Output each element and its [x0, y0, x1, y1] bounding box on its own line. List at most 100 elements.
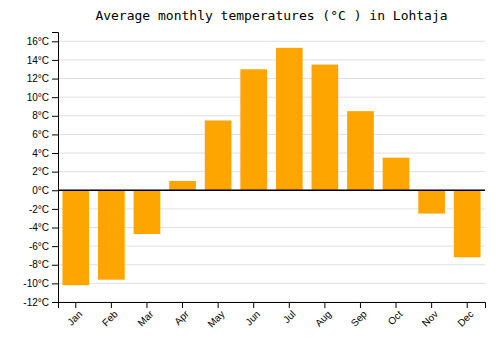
- bar: [98, 190, 125, 279]
- bar: [62, 190, 89, 285]
- tick-label: 16°C: [27, 36, 49, 47]
- x-tick: Aug: [313, 302, 333, 329]
- tick-mark: [52, 60, 58, 61]
- tick-mark: [218, 302, 219, 308]
- y-tick: 6°C: [32, 129, 58, 140]
- grid-line: [58, 134, 485, 135]
- bar: [240, 69, 267, 190]
- axis-line: [59, 303, 486, 309]
- tick-mark: [182, 302, 183, 308]
- y-tick: 10°C: [27, 92, 58, 103]
- y-tick: 0°C: [32, 185, 58, 196]
- tick-label: 6°C: [32, 129, 49, 140]
- tick-label: Apr: [172, 308, 191, 327]
- tick-mark: [52, 209, 58, 210]
- y-tick: -10°C: [23, 278, 58, 289]
- tick-label: 12°C: [27, 73, 49, 84]
- tick-mark: [146, 302, 147, 308]
- grid-line: [58, 190, 485, 191]
- x-tick: Feb: [100, 302, 120, 328]
- tick-label: 8°C: [32, 110, 49, 121]
- grid-line: [58, 115, 485, 116]
- grid-line: [58, 59, 485, 60]
- axis-line: [52, 33, 59, 303]
- tick-mark: [253, 302, 254, 308]
- tick-label: Mar: [135, 308, 155, 328]
- bar: [134, 190, 161, 234]
- bar: [276, 48, 303, 190]
- tick-label: Aug: [313, 308, 333, 328]
- y-axis: -12°C -10°C -8°C -6°C -4°C -2°C 0°C 2°C 4°C 6°C 8°…: [23, 33, 58, 308]
- bar: [418, 190, 445, 213]
- tick-label: Feb: [100, 308, 120, 328]
- tick-mark: [52, 283, 58, 284]
- tick-mark: [396, 302, 397, 308]
- chart-title: Average monthly temperatures (°C ) in Lo…: [95, 8, 447, 23]
- y-tick: -8°C: [29, 259, 58, 270]
- tick-label: Jul: [281, 308, 298, 325]
- x-tick: May: [205, 302, 226, 330]
- tick-mark: [289, 302, 290, 308]
- y-tick: 16°C: [27, 36, 58, 47]
- tick-mark: [431, 302, 432, 308]
- tick-label: -12°C: [23, 297, 49, 308]
- tick-label: Dec: [455, 308, 475, 328]
- x-tick: Apr: [172, 302, 191, 327]
- tick-label: 2°C: [32, 166, 49, 177]
- grid-line: [58, 171, 485, 172]
- y-tick: -4°C: [29, 222, 58, 233]
- grid-line: [58, 153, 485, 154]
- tick-label: 4°C: [32, 148, 49, 159]
- y-tick: 12°C: [27, 73, 58, 84]
- grid-line: [58, 283, 485, 284]
- bars: [62, 48, 480, 285]
- tick-mark: [52, 116, 58, 117]
- grid-line: [58, 41, 485, 42]
- bar: [454, 190, 481, 257]
- x-tick: Mar: [135, 302, 155, 328]
- tick-mark: [52, 41, 58, 42]
- x-tick: Jul: [281, 302, 298, 325]
- grid-line: [58, 78, 485, 79]
- tick-label: -10°C: [23, 278, 49, 289]
- zero-line: [58, 190, 485, 192]
- tick-mark: [75, 302, 76, 308]
- x-tick: Nov: [420, 302, 440, 329]
- tick-mark: [324, 302, 325, 308]
- tick-label: May: [205, 308, 226, 329]
- tick-mark: [52, 79, 58, 80]
- tick-mark: [52, 97, 58, 98]
- tick-label: 14°C: [27, 55, 49, 66]
- bar: [347, 111, 374, 190]
- chart-svg: -12°C -10°C -8°C -6°C -4°C -2°C 0°C 2°C 4°C 6°C 8°…: [0, 0, 500, 350]
- y-tick: -6°C: [29, 241, 58, 252]
- tick-mark: [52, 265, 58, 266]
- tick-mark: [52, 172, 58, 173]
- bar: [383, 158, 410, 191]
- y-tick: 4°C: [32, 148, 58, 159]
- x-tick: Oct: [386, 302, 405, 327]
- plot-area: -12°C -10°C -8°C -6°C -4°C -2°C 0°C 2°C 4°C 6°C 8°…: [23, 33, 485, 330]
- tick-mark: [52, 134, 58, 135]
- tick-label: -2°C: [29, 204, 49, 215]
- tick-mark: [52, 302, 58, 303]
- tick-label: Sep: [349, 308, 370, 329]
- x-tick: Jan: [65, 302, 84, 328]
- y-tick: 14°C: [27, 55, 58, 66]
- tick-label: Oct: [386, 308, 405, 327]
- x-tick: Sep: [349, 302, 370, 329]
- tick-mark: [467, 302, 468, 308]
- grid-line: [58, 97, 485, 98]
- tick-label: -8°C: [29, 259, 49, 270]
- bar: [205, 120, 232, 190]
- grid: [58, 41, 485, 302]
- y-tick: -12°C: [23, 297, 58, 308]
- tick-label: 0°C: [32, 185, 49, 196]
- tick-label: Jun: [243, 308, 262, 327]
- tick-mark: [52, 153, 58, 154]
- y-tick: 8°C: [32, 110, 58, 121]
- tick-label: -4°C: [29, 222, 49, 233]
- x-tick: Dec: [455, 302, 475, 329]
- tick-label: 10°C: [27, 92, 49, 103]
- y-tick: 2°C: [32, 166, 58, 177]
